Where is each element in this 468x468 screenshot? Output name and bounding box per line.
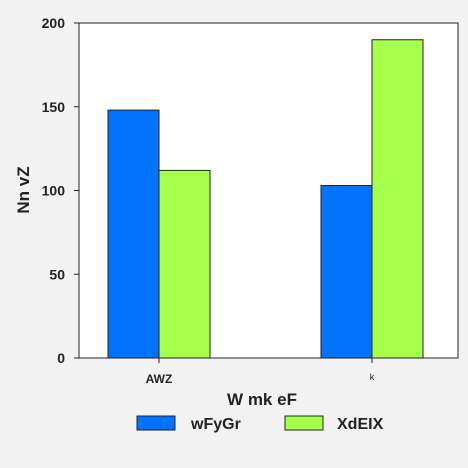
- y-tick-label: 100: [42, 183, 66, 199]
- x-axis: AWZ k: [146, 358, 375, 386]
- legend-label: XdEIX: [337, 416, 384, 433]
- legend-label: wFyGr: [190, 416, 241, 433]
- x-tick-label: k: [370, 372, 375, 382]
- legend: wFyGr XdEIX: [136, 415, 384, 433]
- y-tick-label: 200: [42, 15, 66, 31]
- y-axis-label: Nn vZ: [14, 166, 33, 213]
- legend-swatch: [136, 415, 176, 431]
- y-tick-label: 150: [42, 99, 66, 115]
- legend-swatch: [284, 415, 324, 431]
- x-axis-label: W mk eF: [227, 390, 297, 409]
- x-tick-label: AWZ: [146, 372, 173, 386]
- y-tick-label: 50: [49, 266, 65, 282]
- bar-wFyGr-k: [320, 184, 373, 359]
- bar-XdEIX-k: [371, 39, 424, 359]
- y-axis: 0 50 100 150 200: [42, 15, 79, 366]
- bars-group: [107, 39, 424, 359]
- bar-XdEIX-AWZ: [158, 169, 211, 359]
- y-tick-label: 0: [57, 350, 65, 366]
- bar-wFyGr-AWZ: [107, 109, 160, 359]
